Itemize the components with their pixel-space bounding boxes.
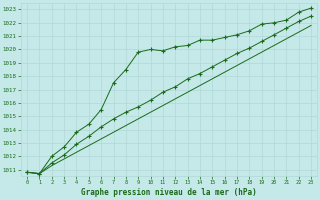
- X-axis label: Graphe pression niveau de la mer (hPa): Graphe pression niveau de la mer (hPa): [81, 188, 257, 197]
